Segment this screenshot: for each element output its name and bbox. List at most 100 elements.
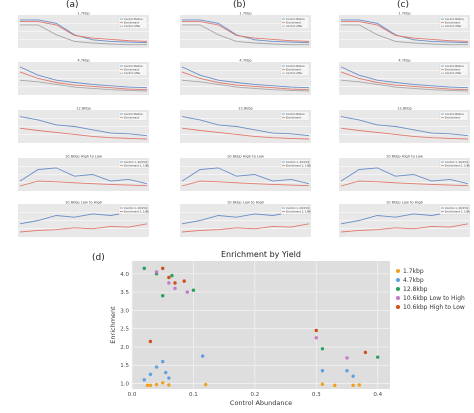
y-axis-label: Enrichment xyxy=(109,306,117,344)
scatter-point xyxy=(154,382,159,387)
mini-legend-label: Enrichment 1, 1/8k xyxy=(286,210,311,214)
scatter-point xyxy=(376,355,380,359)
mini-legend-box xyxy=(280,63,310,76)
mini-chart: 4.7kbp Control Before Enrichment Control Af… xyxy=(6,57,151,105)
scatter-point xyxy=(191,288,196,292)
y-tick-label: 3.0 xyxy=(120,308,129,314)
mini-chart: 4.7kbp Control Before Enrichment Control Af… xyxy=(168,57,313,105)
scatter-point xyxy=(167,275,171,280)
mini-series-line xyxy=(340,223,469,233)
mini-chart-title: 1.7kbp xyxy=(239,12,252,16)
scatter-point xyxy=(161,294,165,298)
mini-series-line xyxy=(341,24,468,46)
scatter-point xyxy=(164,370,168,375)
mini-chart-svg: 10.6kbp Low to High Control 1, 20/15/1Enr… xyxy=(180,201,311,237)
mini-legend-label: Enrichment xyxy=(445,21,460,25)
mini-chart-title: 4.7kbp xyxy=(398,59,411,63)
mini-chart-title: 10.6kbp Low to High xyxy=(227,201,264,205)
mini-chart-title: 10.6kbp Low to High xyxy=(386,201,423,205)
scatter-svg: Enrichment by Yield 0.0 0.1 0.2 0.3 0.4 1.0 1.5… xyxy=(109,250,465,407)
mini-chart-title: 4.7kbp xyxy=(77,59,90,63)
scatter-point xyxy=(351,374,355,378)
mini-legend-label: Control Before xyxy=(124,17,143,21)
scatter-point xyxy=(320,347,325,351)
mini-chart: 1.7kbp Control Before Enrichment Control Af… xyxy=(327,10,472,58)
legend-label: 4.7kbp xyxy=(403,277,424,284)
scatter-point xyxy=(154,365,159,369)
mini-legend-label: Control After xyxy=(124,24,141,28)
mini-chart: 10.6kbp Low to High Control 1, 20/15/1 Enr… xyxy=(168,199,313,247)
legend-marker xyxy=(396,269,400,273)
mini-series-line xyxy=(340,167,469,185)
mini-legend-label: Control Before xyxy=(445,112,464,116)
mini-chart-title: 1.7kbp xyxy=(77,12,90,16)
mini-series-line xyxy=(340,66,469,89)
scatter-point xyxy=(185,290,189,294)
y-tick-label: 2.0 xyxy=(120,345,129,351)
x-tick-label: 0.4 xyxy=(373,392,382,398)
enrichment-scatter-chart: Enrichment by Yield 0.0 0.1 0.2 0.3 0.4 1.0 1.5… xyxy=(96,247,466,413)
mini-chart-svg: 10.6kbp Low to High Control 1, 20/15/1Enr… xyxy=(18,201,149,237)
scatter-point xyxy=(200,354,205,358)
legend-marker xyxy=(396,296,400,300)
legend-label: 10.6kbp High to Low xyxy=(403,304,465,311)
mini-chart: 10.6kbp Low to High Control 1, 20/15/1 Enr… xyxy=(6,199,151,247)
mini-legend-box xyxy=(118,63,148,76)
mini-series-line xyxy=(20,19,148,44)
y-tick-label: 3.5 xyxy=(120,290,129,296)
mini-series-line xyxy=(181,180,310,187)
mini-series-line xyxy=(182,24,309,46)
mini-legend-label: Enrichment xyxy=(124,68,139,72)
mini-legend-label: Control Before xyxy=(124,64,143,68)
mini-legend-box xyxy=(439,111,469,121)
mini-chart-title: 12.8kbp xyxy=(76,107,91,111)
mini-series-line xyxy=(181,223,310,233)
mini-chart-title: 10.6kbp High to Low xyxy=(227,155,264,159)
legend-label: 10.6kbp Low to High xyxy=(403,295,465,302)
mini-series-line xyxy=(19,71,148,91)
scatter-point xyxy=(333,383,337,388)
scatter-point xyxy=(148,383,153,388)
scatter-point xyxy=(173,281,177,285)
mini-legend-label: Enrichment xyxy=(286,116,301,120)
y-tick-label: 4.0 xyxy=(120,272,129,278)
mini-chart-title: 10.6kbp Low to High xyxy=(65,201,102,205)
mini-legend-box xyxy=(439,16,469,29)
mini-chart: 12.8kbp Control Before Enrichment xyxy=(327,105,472,153)
legend-marker xyxy=(396,287,400,291)
mini-chart: 10.6kbp High to Low Control 1, 20/15/1 Enr… xyxy=(6,153,151,201)
scatter-point xyxy=(148,372,153,377)
mini-chart: 10.6kbp Low to High Control 1, 20/15/1 Enr… xyxy=(327,199,472,247)
mini-legend-label: Control Before xyxy=(445,17,464,21)
scatter-point xyxy=(170,273,174,278)
scatter-point xyxy=(142,378,146,382)
scatter-point xyxy=(314,328,318,333)
mini-legend-label: Control Before xyxy=(286,17,305,21)
x-axis-label: Control Abundance xyxy=(230,399,292,407)
mini-series-line xyxy=(181,167,310,185)
mini-legend-box xyxy=(439,205,469,215)
mini-series-line xyxy=(20,21,148,42)
mini-legend-label: Control After xyxy=(286,24,303,28)
y-tick-label: 2.5 xyxy=(120,327,129,333)
mini-chart: 1.7kbp Control Before Enrichment Control Af… xyxy=(168,10,313,58)
legend-marker xyxy=(396,305,400,309)
mini-chart-title: 12.8kbp xyxy=(238,107,253,111)
mini-legend-label: Control Before xyxy=(286,112,305,116)
mini-legend-label: Enrichment 1, 1/8k xyxy=(124,164,149,168)
mini-legend-label: Control After xyxy=(445,71,462,75)
mini-legend-box xyxy=(118,111,148,121)
mini-series-line xyxy=(340,127,469,140)
mini-series-line xyxy=(20,24,147,46)
mini-chart: 10.6kbp High to Low Control 1, 20/15/1 Enr… xyxy=(327,153,472,201)
y-tick-label: 1.5 xyxy=(120,363,129,369)
legend-marker xyxy=(396,278,400,282)
mini-chart-title: 10.6kbp High to Low xyxy=(386,155,423,159)
mini-series-line xyxy=(340,79,469,92)
